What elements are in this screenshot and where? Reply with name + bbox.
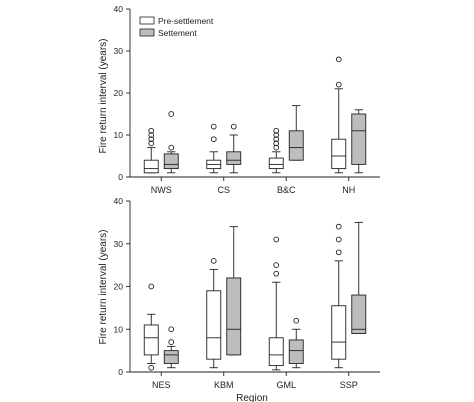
bottom-plot-area — [143, 221, 367, 371]
top-y-axis: 0 10 20 30 40 — [114, 4, 131, 182]
bottom-y-tick-label: 10 — [114, 324, 124, 334]
outlier-point — [168, 144, 175, 151]
outlier-point — [335, 223, 342, 230]
top-box-B&C-pre — [268, 127, 284, 174]
top-x-tick-label: NH — [342, 185, 355, 195]
bottom-y-axis: 0 10 20 30 40 — [114, 196, 131, 377]
bottom-x-tick-label: NES — [152, 380, 171, 390]
outlier-point — [148, 136, 155, 143]
outlier-point — [273, 140, 280, 147]
box-iqr — [206, 290, 222, 360]
outlier-point — [335, 56, 342, 63]
bottom-box-KBM-pre — [206, 258, 222, 369]
box-iqr — [226, 277, 242, 356]
top-x-tick-label: CS — [217, 185, 230, 195]
top-y-axis-label: Fire return interval (years) — [98, 38, 109, 153]
box-iqr — [288, 130, 304, 161]
outlier-point — [273, 236, 280, 243]
outlier-point — [148, 127, 155, 134]
top-box-NWS-pre — [143, 127, 159, 174]
bottom-y-tick-label: 20 — [114, 282, 124, 292]
top-box-B&C-post — [288, 105, 304, 161]
outlier-point — [335, 236, 342, 243]
bottom-y-tick-label: 0 — [118, 367, 123, 377]
box-iqr — [143, 324, 159, 356]
box-iqr — [331, 138, 347, 170]
outlier-point — [148, 364, 155, 371]
top-box-CS-post — [226, 123, 242, 174]
box-iqr — [163, 153, 179, 170]
outlier-point — [210, 136, 217, 143]
box-iqr — [288, 339, 304, 364]
top-x-axis: NWS CS B&C NH — [130, 176, 380, 195]
bottom-x-tick-label: KBM — [214, 380, 234, 390]
box-iqr — [351, 113, 367, 165]
box-iqr — [268, 157, 284, 170]
bottom-x-axis: NES KBM GML SSP — [130, 371, 380, 390]
top-box-NWS-post — [163, 111, 179, 174]
bottom-box-GML-post — [288, 317, 304, 369]
outlier-point — [230, 123, 237, 130]
bottom-box-GML-pre — [268, 236, 284, 371]
outlier-point — [168, 339, 175, 345]
outlier-point — [273, 136, 280, 143]
top-x-tick-label: B&C — [277, 185, 296, 195]
bottom-y-axis-label: Fire return interval (years) — [98, 229, 109, 344]
bottom-panel: 0 10 20 30 40 NES KBM GML SSP Fire return inter… — [98, 196, 380, 402]
top-y-tick-label: 0 — [118, 172, 123, 182]
bottom-x-tick-label: SSP — [340, 380, 358, 390]
top-y-tick-label: 30 — [114, 46, 124, 56]
bottom-box-SSP-pre — [331, 223, 347, 369]
box-iqr — [268, 337, 284, 367]
bottom-box-NES-post — [163, 326, 179, 369]
bottom-box-SSP-post — [351, 221, 367, 334]
outlier-point — [273, 127, 280, 134]
outlier-point — [148, 283, 155, 290]
legend-pre-label: Pre-settlement — [158, 16, 214, 26]
box-iqr — [331, 305, 347, 360]
legend: Pre-settlement Settement — [139, 16, 214, 38]
outlier-point — [210, 258, 217, 264]
box-iqr — [143, 159, 159, 174]
legend-post-swatch — [139, 28, 155, 37]
outlier-point — [273, 270, 280, 277]
box-iqr — [351, 294, 367, 334]
top-box-CS-pre — [206, 123, 222, 174]
top-y-tick-label: 20 — [114, 88, 124, 98]
box-iqr — [226, 151, 242, 165]
outlier-point — [148, 140, 155, 147]
outlier-point — [335, 81, 342, 88]
legend-post-label: Settement — [158, 28, 197, 38]
top-x-tick-label: NWS — [151, 185, 172, 195]
top-y-tick-label: 40 — [114, 4, 124, 14]
bottom-y-tick-label: 40 — [114, 196, 124, 206]
outlier-point — [273, 132, 280, 138]
top-box-NH-post — [351, 109, 367, 174]
top-y-tick-label: 10 — [114, 130, 124, 140]
bottom-box-KBM-post — [226, 226, 242, 356]
outlier-point — [210, 123, 217, 130]
bottom-x-tick-label: GML — [276, 380, 296, 390]
top-panel: 0 10 20 30 40 NWS CS B&C NH Fire return interva… — [98, 4, 380, 195]
outlier-point — [148, 132, 155, 138]
outlier-point — [273, 144, 280, 151]
top-box-NH-pre — [331, 56, 347, 174]
legend-pre-swatch — [139, 16, 155, 25]
outlier-point — [293, 317, 300, 324]
bottom-y-tick-label: 30 — [114, 239, 124, 249]
box-iqr — [163, 350, 179, 364]
bottom-box-NES-pre — [143, 283, 159, 371]
outlier-point — [168, 111, 175, 117]
outlier-point — [273, 262, 280, 268]
top-plot-area — [143, 56, 367, 174]
outlier-point — [168, 326, 175, 333]
bottom-x-axis-label: Region — [236, 393, 268, 402]
outlier-point — [335, 249, 342, 256]
